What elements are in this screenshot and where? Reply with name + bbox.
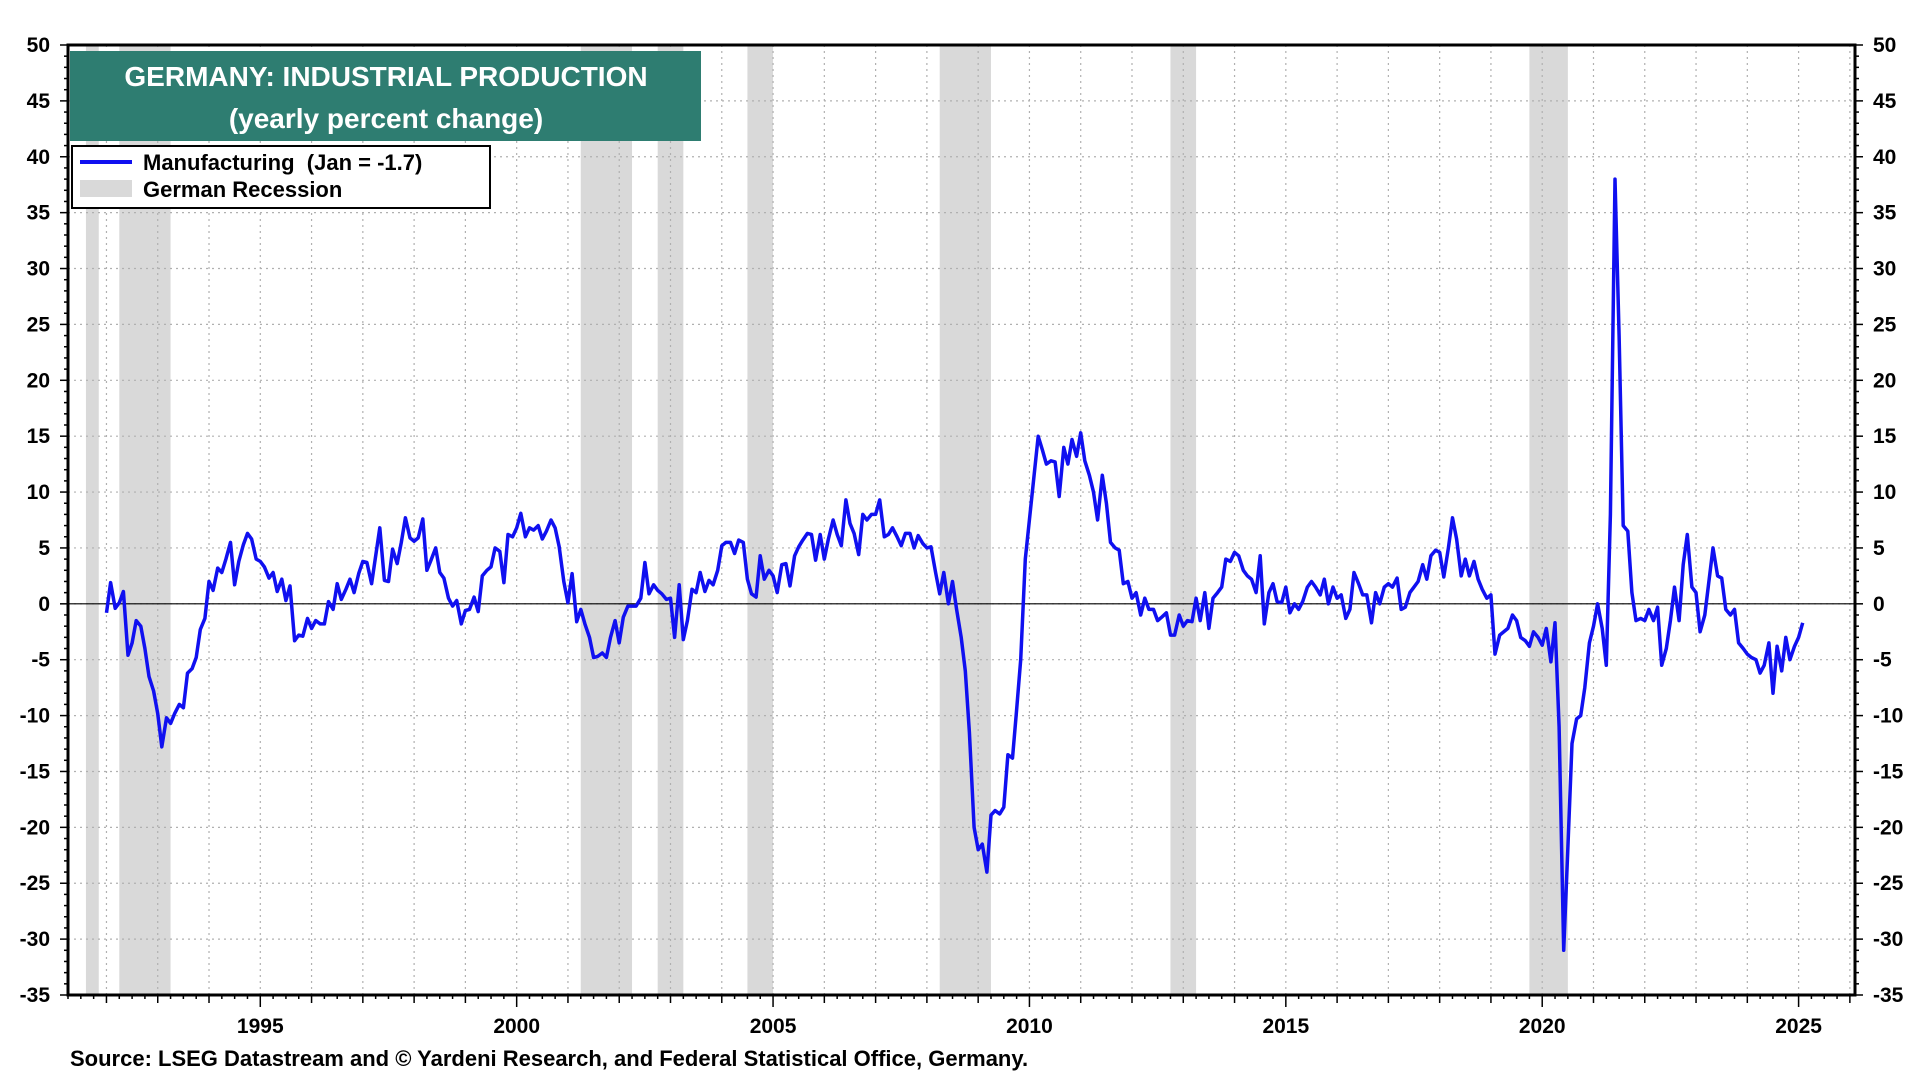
x-label-2000: 2000 <box>493 1015 540 1038</box>
y-label-left--35: -35 <box>20 984 51 1007</box>
y-label-left--10: -10 <box>20 705 50 728</box>
x-axis-labels: 1995 2000 2005 2010 2015 2020 2025 <box>237 1015 1822 1038</box>
y-label-left--15: -15 <box>20 760 51 783</box>
y-label-right-20: 20 <box>1873 369 1896 392</box>
x-label-2005: 2005 <box>750 1015 797 1038</box>
y-label-left--5: -5 <box>31 649 50 672</box>
y-label-right-40: 40 <box>1873 146 1896 169</box>
series-manufacturing <box>104 177 1805 953</box>
y-label-right--35: -35 <box>1873 984 1904 1007</box>
y-label-right-0: 0 <box>1873 593 1885 616</box>
recession-band-5 <box>939 45 991 995</box>
chart-title: GERMANY: INDUSTRIAL PRODUCTION <box>124 61 647 92</box>
recession-band-0 <box>85 45 99 995</box>
y-label-right--10: -10 <box>1873 705 1903 728</box>
recession-band-2 <box>580 45 633 995</box>
y-label-left-30: 30 <box>27 258 50 281</box>
x-label-2010: 2010 <box>1006 1015 1053 1038</box>
y-label-right--5: -5 <box>1873 649 1892 672</box>
gridlines <box>68 45 1855 995</box>
y-label-left-20: 20 <box>27 369 50 392</box>
x-label-2020: 2020 <box>1519 1015 1566 1038</box>
y-label-right-30: 30 <box>1873 258 1896 281</box>
y-label-right-35: 35 <box>1873 202 1897 225</box>
y-label-right-15: 15 <box>1873 425 1897 448</box>
legend-label-manufacturing: Manufacturing (Jan = -1.7) <box>143 150 422 175</box>
legend-swatch-recession <box>80 180 132 197</box>
y-axis-right-labels: -35 -30 -25 -20 -15 -10 -5 0 5 10 15 20 25 30 35 40 45 50 <box>1873 34 1904 1007</box>
chart-subtitle: (yearly percent change) <box>229 103 543 134</box>
y-label-left-0: 0 <box>38 593 50 616</box>
recession-bands <box>85 45 1568 995</box>
x-label-2025: 2025 <box>1775 1015 1822 1038</box>
y-label-left--25: -25 <box>20 872 51 895</box>
y-label-right-10: 10 <box>1873 481 1896 504</box>
axis-ticks <box>60 44 1863 1007</box>
y-label-right-45: 45 <box>1873 90 1897 113</box>
y-label-right--25: -25 <box>1873 872 1904 895</box>
legend-label-recession: German Recession <box>143 177 342 202</box>
series-line-manufacturing <box>104 177 1805 953</box>
y-label-right--20: -20 <box>1873 816 1903 839</box>
y-label-left-35: 35 <box>27 202 51 225</box>
y-label-left-40: 40 <box>27 146 50 169</box>
y-label-left--30: -30 <box>20 928 50 951</box>
legend: Manufacturing (Jan = -1.7) German Recess… <box>71 145 491 209</box>
y-label-left-5: 5 <box>38 537 50 560</box>
chart-title-box: GERMANY: INDUSTRIAL PRODUCTION (yearly p… <box>70 51 701 141</box>
y-label-left-50: 50 <box>27 34 50 57</box>
y-axis-left-labels: -35 -30 -25 -20 -15 -10 -5 0 5 10 15 20 25 30 35 40 45 50 <box>20 34 51 1007</box>
y-label-right-25: 25 <box>1873 313 1897 336</box>
y-label-left-10: 10 <box>27 481 50 504</box>
x-label-2015: 2015 <box>1262 1015 1309 1038</box>
y-label-left-25: 25 <box>27 313 51 336</box>
y-label-right-5: 5 <box>1873 537 1885 560</box>
y-label-right-50: 50 <box>1873 34 1896 57</box>
y-label-left-15: 15 <box>27 425 51 448</box>
legend-frame <box>71 145 491 209</box>
y-label-left--20: -20 <box>20 816 50 839</box>
title-background <box>70 51 701 141</box>
y-label-left-45: 45 <box>27 90 51 113</box>
x-label-1995: 1995 <box>237 1015 284 1038</box>
plot-frame <box>66 43 1857 997</box>
source-note: Source: LSEG Datastream and © Yardeni Re… <box>70 1046 1028 1071</box>
recession-band-4 <box>747 45 774 995</box>
y-label-right--15: -15 <box>1873 760 1904 783</box>
y-label-right--30: -30 <box>1873 928 1903 951</box>
